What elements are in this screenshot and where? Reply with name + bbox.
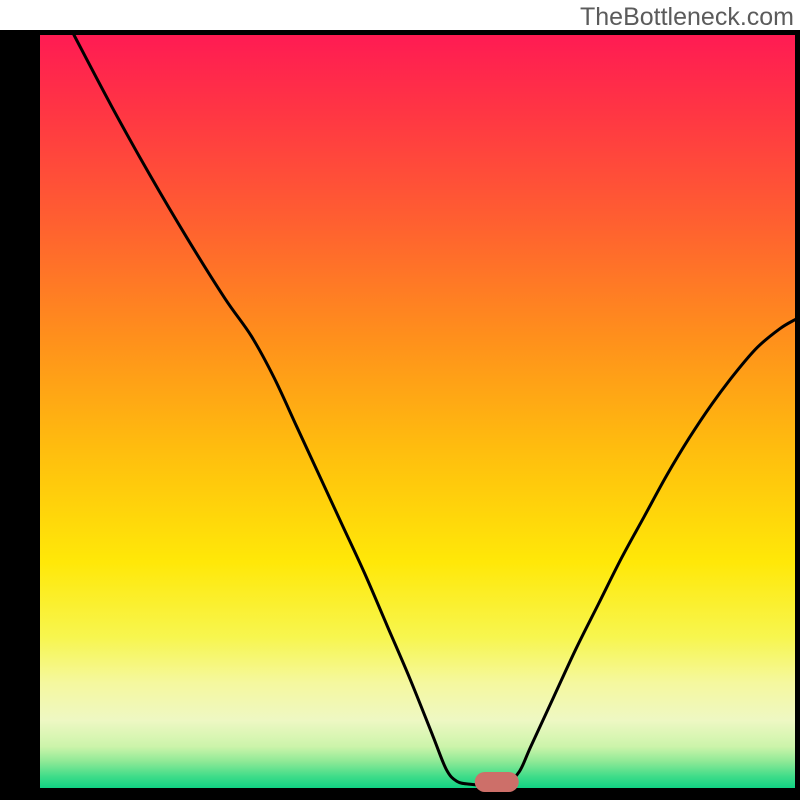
bottleneck-curve-chart [0, 0, 800, 800]
watermark-text: TheBottleneck.com [580, 3, 794, 32]
chart-container [0, 0, 800, 800]
optimal-marker [475, 772, 519, 792]
